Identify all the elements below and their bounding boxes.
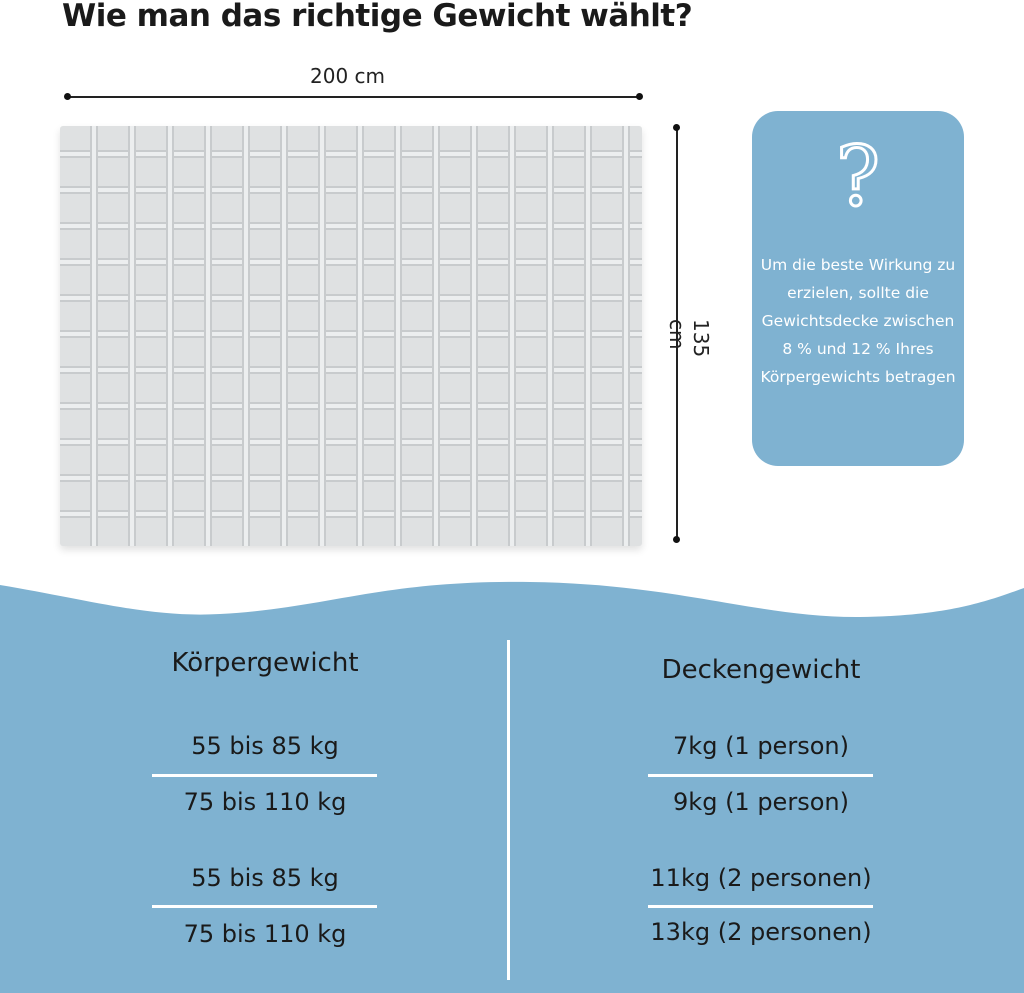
row-separator (152, 774, 377, 777)
dimension-endpoint (673, 536, 680, 543)
column-divider (507, 640, 510, 980)
table-cell: 55 bis 85 kg (191, 732, 339, 760)
question-mark-icon: ? (835, 130, 882, 225)
blanket-image (60, 126, 642, 546)
table-cell: 75 bis 110 kg (183, 788, 347, 816)
height-dimension-line (676, 128, 678, 540)
right-header: Deckengewicht (661, 655, 861, 685)
left-header: Körpergewicht (171, 648, 359, 678)
table-cell: 13kg (2 personen) (650, 918, 872, 946)
info-text: Um die beste Wirkung zu erzielen, sollte… (760, 256, 956, 386)
dimension-endpoint (673, 124, 680, 131)
table-cell: 9kg (1 person) (673, 788, 849, 816)
blanket-weight-column: Deckengewicht 7kg (1 person) 9kg (1 pers… (606, 655, 916, 946)
row-separator (648, 774, 873, 777)
table-cell: 7kg (1 person) (673, 732, 849, 760)
width-dimension-line (68, 96, 640, 98)
row-separator (152, 905, 377, 908)
dimension-endpoint (64, 93, 71, 100)
row-separator (648, 905, 873, 908)
body-weight-column: Körpergewicht 55 bis 85 kg 75 bis 110 kg… (110, 648, 420, 948)
dimension-endpoint (636, 93, 643, 100)
table-cell: 75 bis 110 kg (183, 920, 347, 948)
table-cell: 11kg (2 personen) (650, 864, 872, 892)
width-label: 200 cm (310, 64, 386, 88)
page-title: Wie man das richtige Gewicht wählt? (62, 0, 693, 34)
table-cell: 55 bis 85 kg (191, 864, 339, 892)
info-card: ? Um die beste Wirkung zu erzielen, soll… (752, 111, 964, 466)
